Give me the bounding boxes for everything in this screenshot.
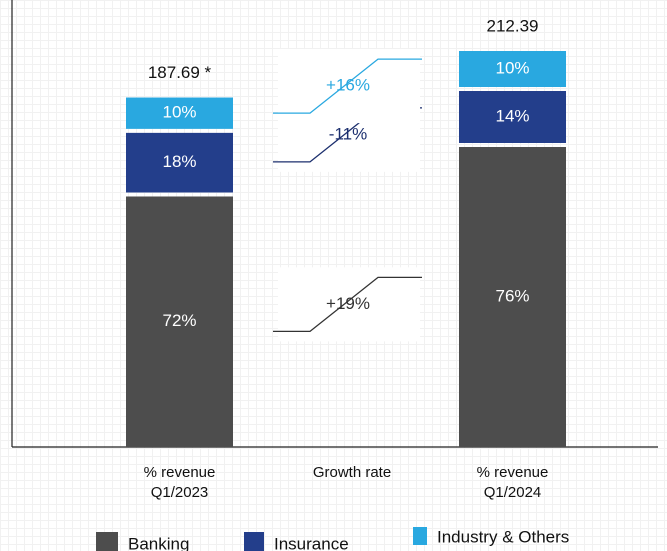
- segment-label: 72%: [162, 311, 196, 330]
- segment-label: 10%: [495, 58, 529, 77]
- legend-swatch: [244, 532, 264, 551]
- legend-swatch: [96, 532, 118, 551]
- legend-label: Industry & Others: [437, 527, 569, 546]
- bar-segment: [459, 91, 566, 143]
- growth-box: [278, 267, 420, 342]
- growth-label: +19%: [326, 294, 370, 313]
- segment-label: 10%: [162, 103, 196, 122]
- bar-segment: [126, 132, 233, 193]
- x-tick-label: % revenue Q1/2023: [143, 464, 216, 501]
- growth-label: +16%: [326, 76, 370, 95]
- legend-label: Insurance: [274, 534, 349, 551]
- bar-segment: [126, 97, 233, 129]
- total-label: 212.39: [487, 16, 539, 35]
- bar-segment: [126, 196, 233, 447]
- bar-segment: [459, 147, 566, 447]
- x-tick-label: % revenue Q1/2024: [476, 464, 549, 501]
- total-label: 187.69 *: [148, 63, 212, 82]
- segment-label: 76%: [495, 286, 529, 305]
- segment-label: 18%: [162, 152, 196, 171]
- legend-label: Banking: [128, 534, 189, 551]
- growth-connector: [273, 276, 422, 333]
- growth-connector: [273, 58, 422, 114]
- growth-label: -11%: [329, 124, 367, 143]
- growth-box: [278, 49, 420, 124]
- bar-segment: [459, 51, 566, 87]
- segment-label: 14%: [495, 106, 529, 125]
- legend-swatch: [413, 527, 427, 545]
- growth-title: Growth rate: [312, 464, 392, 481]
